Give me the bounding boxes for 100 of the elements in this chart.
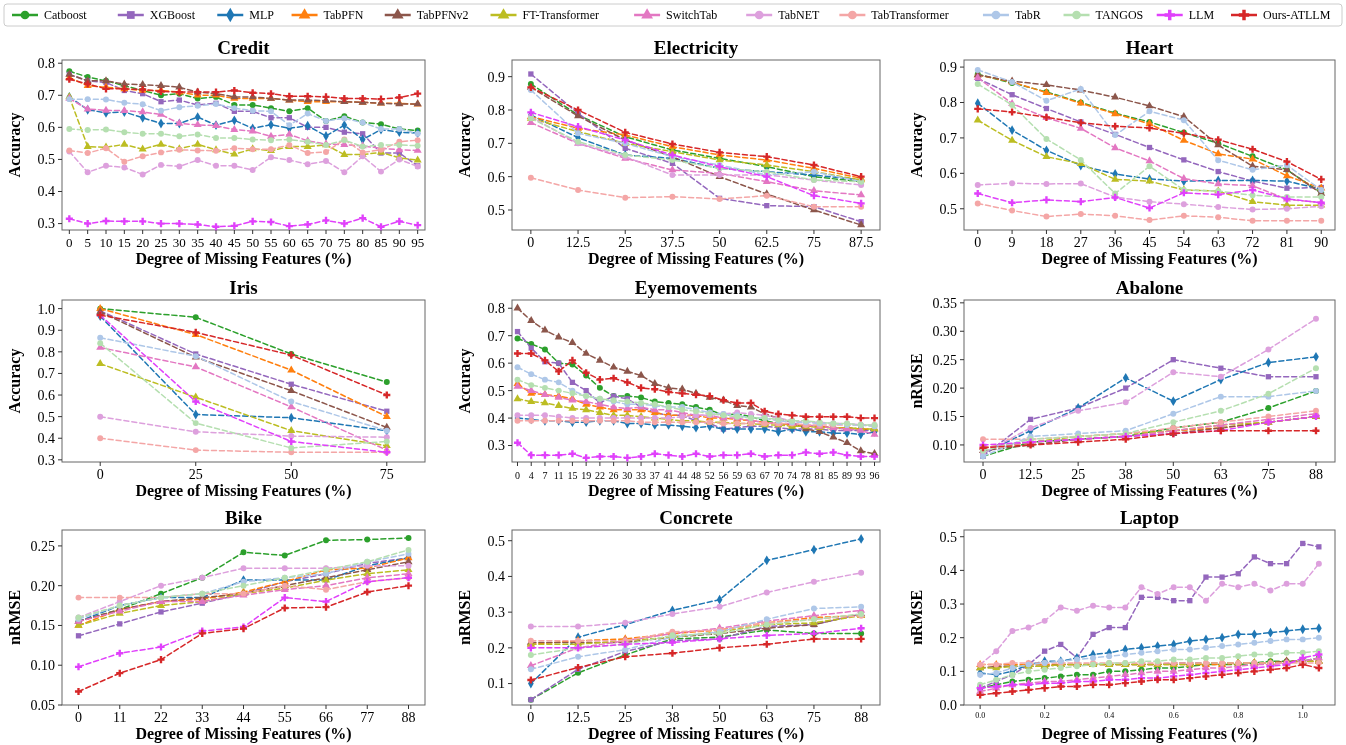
x-tick-label: 12.5 bbox=[565, 710, 591, 725]
y-axis-title: Accuracy bbox=[456, 112, 474, 178]
x-tick-label: 0 bbox=[75, 710, 82, 725]
x-axis-title: Degree of Missing Features (%) bbox=[1041, 725, 1258, 743]
y-tick-label: 0.3 bbox=[487, 605, 505, 621]
x-tick-label: 60 bbox=[282, 235, 296, 250]
y-tick-label: 0.30 bbox=[932, 324, 957, 340]
chart-title: Bike bbox=[225, 507, 262, 528]
x-tick-label: 44 bbox=[677, 470, 688, 481]
x-tick-label: 75 bbox=[337, 235, 351, 250]
x-tick-label: 50 bbox=[712, 235, 727, 250]
x-tick-label: 93 bbox=[855, 470, 866, 481]
x-tick-label: 63 bbox=[745, 470, 756, 481]
x-tick-label: 0 bbox=[974, 235, 982, 250]
x-tick-label: 12.5 bbox=[1018, 467, 1043, 482]
x-tick-label: 66 bbox=[319, 710, 333, 725]
y-tick-label: 0.10 bbox=[932, 437, 957, 453]
x-axis-title: Degree of Missing Features (%) bbox=[587, 250, 805, 268]
legend-label: LLM bbox=[1188, 8, 1215, 23]
x-tick-label: 25 bbox=[618, 710, 633, 725]
y-tick-label: 0.5 bbox=[37, 409, 55, 425]
legend-label: XGBoost bbox=[149, 8, 196, 23]
x-tick-label: 38 bbox=[1118, 467, 1133, 482]
x-tick-label: 0 bbox=[96, 467, 104, 482]
y-tick-label: 0.4 bbox=[939, 563, 957, 579]
x-tick-label: 9 bbox=[1008, 235, 1016, 250]
x-tick-label: 45 bbox=[1142, 235, 1157, 250]
x-tick-label: 36 bbox=[1108, 235, 1123, 250]
x-tick-label: 0.2 bbox=[1039, 711, 1050, 720]
x-tick-label: 63 bbox=[759, 710, 774, 725]
x-tick-label: 0 bbox=[66, 235, 73, 250]
x-tick-label: 38 bbox=[665, 710, 680, 725]
x-tick-label: 70 bbox=[319, 235, 333, 250]
y-axis-title: nRMSE bbox=[908, 353, 925, 409]
x-tick-label: 59 bbox=[732, 470, 743, 481]
x-axis-title: Degree of Missing Features (%) bbox=[1041, 250, 1258, 268]
y-axis-title: nRMSE bbox=[456, 589, 473, 646]
x-tick-label: 0 bbox=[527, 235, 535, 250]
x-tick-label: 81 bbox=[1279, 235, 1294, 250]
y-tick-label: 0.05 bbox=[30, 697, 55, 713]
y-axis-title: Accuracy bbox=[908, 112, 926, 178]
x-tick-label: 55 bbox=[277, 710, 292, 725]
x-tick-label: 90 bbox=[392, 235, 406, 250]
x-axis-title: Degree of Missing Features (%) bbox=[135, 482, 352, 500]
y-tick-label: 0.8 bbox=[487, 102, 505, 118]
legend-label: FT-Transformer bbox=[522, 8, 599, 23]
x-tick-label: 88 bbox=[401, 710, 416, 725]
x-tick-label: 50 bbox=[1166, 467, 1181, 482]
x-tick-label: 26 bbox=[608, 470, 619, 481]
y-tick-label: 0.2 bbox=[939, 630, 957, 646]
x-tick-label: 56 bbox=[718, 470, 729, 481]
legend-label: SwitchTab bbox=[666, 8, 718, 23]
chart-title: Concrete bbox=[659, 507, 733, 528]
x-axis-title: Degree of Missing Features (%) bbox=[135, 725, 352, 743]
x-tick-label: 88 bbox=[1308, 467, 1323, 482]
x-tick-label: 85 bbox=[828, 470, 839, 481]
x-tick-label: 11 bbox=[113, 710, 127, 725]
y-tick-label: 0.15 bbox=[932, 409, 957, 425]
legend-label: TANGOS bbox=[1095, 8, 1144, 23]
y-tick-label: 0.7 bbox=[487, 328, 505, 344]
legend-label: Ours-ATLLM bbox=[1263, 8, 1331, 23]
y-tick-label: 0.6 bbox=[939, 166, 957, 182]
y-axis-title: nRMSE bbox=[6, 589, 23, 646]
y-tick-label: 0.3 bbox=[37, 216, 55, 232]
y-axis-title: Accuracy bbox=[456, 348, 474, 414]
x-tick-label: 78 bbox=[800, 470, 811, 481]
y-tick-label: 0.4 bbox=[37, 184, 55, 200]
x-tick-label: 0.0 bbox=[975, 711, 986, 720]
x-tick-label: 75 bbox=[806, 235, 821, 250]
y-tick-label: 0.6 bbox=[37, 387, 55, 403]
y-tick-label: 0.4 bbox=[37, 431, 55, 447]
x-tick-label: 22 bbox=[154, 710, 168, 725]
x-tick-label: 95 bbox=[411, 235, 425, 250]
y-tick-label: 0.8 bbox=[939, 95, 957, 111]
y-tick-label: 0.5 bbox=[487, 383, 505, 399]
x-tick-label: 35 bbox=[191, 235, 205, 250]
chart-title: Credit bbox=[217, 37, 271, 58]
y-tick-label: 0.8 bbox=[37, 344, 55, 360]
y-tick-label: 0.5 bbox=[37, 152, 55, 168]
x-tick-label: 87.5 bbox=[848, 235, 874, 250]
x-tick-label: 52 bbox=[704, 470, 715, 481]
x-tick-label: 0.6 bbox=[1168, 711, 1179, 720]
x-axis-title: Degree of Missing Features (%) bbox=[1041, 482, 1258, 500]
y-tick-label: 0.7 bbox=[37, 366, 55, 382]
x-tick-label: 89 bbox=[842, 470, 853, 481]
x-axis-title: Degree of Missing Features (%) bbox=[587, 725, 805, 743]
y-tick-label: 0.9 bbox=[487, 69, 505, 85]
y-tick-label: 0.6 bbox=[487, 169, 505, 185]
y-tick-label: 0.9 bbox=[939, 59, 957, 75]
x-tick-label: 63 bbox=[1211, 235, 1226, 250]
x-tick-label: 30 bbox=[622, 470, 633, 481]
x-tick-label: 4 bbox=[528, 470, 534, 481]
x-tick-label: 25 bbox=[154, 235, 168, 250]
x-tick-label: 25 bbox=[1071, 467, 1086, 482]
legend-label: Catboost bbox=[44, 8, 88, 23]
y-tick-label: 0.1 bbox=[487, 676, 505, 692]
legend-label: TabPFNv2 bbox=[416, 8, 469, 23]
chart-title: Abalone bbox=[1115, 277, 1184, 298]
x-tick-label: 22 bbox=[594, 470, 605, 481]
legend-label: TabNET bbox=[778, 8, 820, 23]
